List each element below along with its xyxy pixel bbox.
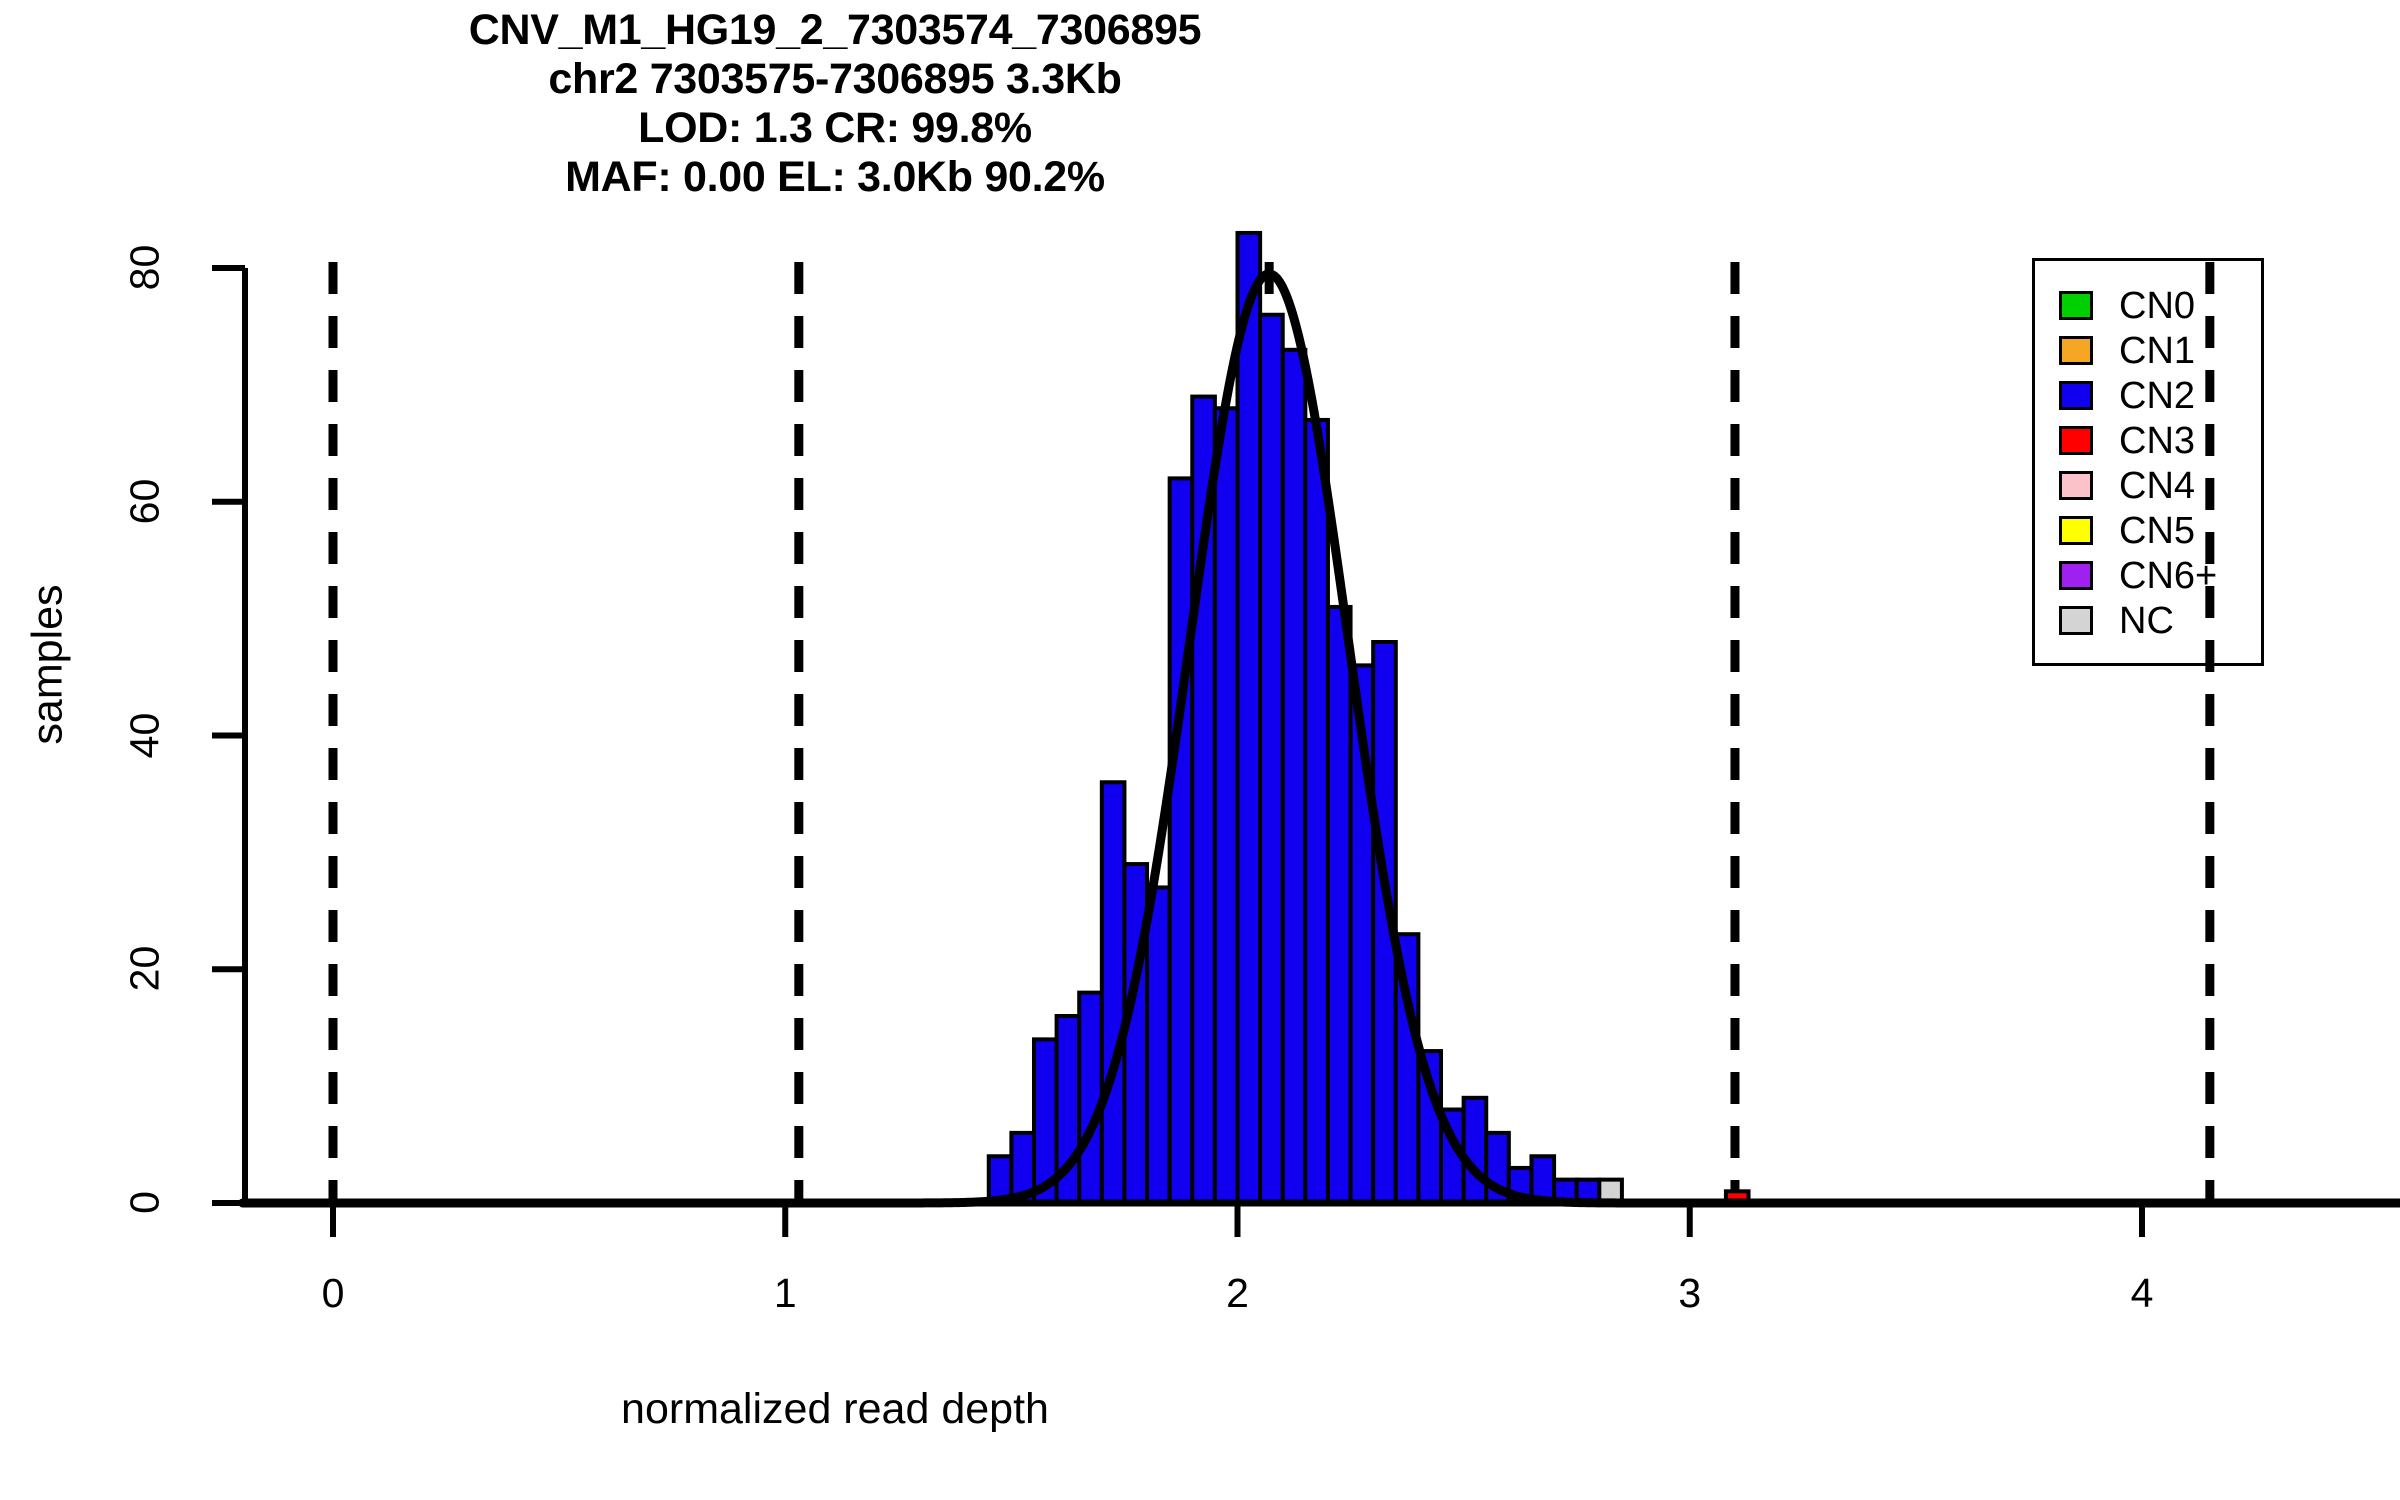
y-tick-label-0: 0 [121,1191,168,1214]
legend-swatch-icon [2059,426,2093,455]
legend-item-NC[interactable]: NC [2035,598,2261,643]
axes-group [212,265,2395,1237]
legend-label: NC [2119,599,2174,642]
y-tick-label-40: 40 [121,712,168,758]
x-tick-label-2: 2 [1226,1270,1249,1316]
histogram-bar [1235,230,1263,1205]
histogram-bar [1212,406,1240,1205]
title-line-2: chr2 7303575-7306895 3.3Kb [548,55,1122,103]
x-tick-label-4: 4 [2130,1270,2154,1316]
legend-label: CN4 [2119,464,2196,507]
legend-item-CN5[interactable]: CN5 [2035,508,2261,553]
histogram-bar [1077,990,1104,1205]
title-line-3: LOD: 1.3 CR: 99.8% [638,104,1032,152]
legend-item-CN4[interactable]: CN4 [2035,463,2261,508]
title-line-4: MAF: 0.00 EL: 3.0Kb 90.2% [565,153,1105,201]
y-tick-label-60: 60 [121,478,168,525]
histogram-bar [1167,476,1195,1205]
legend-label: CN2 [2119,374,2196,417]
legend-swatch-icon [2059,471,2093,500]
legend-swatch-icon [2059,561,2093,590]
legend-swatch-icon [2059,381,2093,410]
x-tick-label-3: 3 [1678,1270,1702,1316]
legend-item-CN0[interactable]: CN0 [2035,283,2261,328]
legend-swatch-icon [2059,291,2093,320]
legend-item-CN3[interactable]: CN3 [2035,418,2261,463]
title-line-1: CNV_M1_HG19_2_7303574_7306895 [468,6,1202,54]
legend-label: CN6+ [2119,554,2218,597]
histogram-bar [1258,312,1285,1205]
histogram-bar [1461,1095,1489,1205]
legend-swatch-icon [2059,336,2093,365]
x-tick-label-0: 0 [321,1270,345,1316]
x-axis-title: normalized read depth [621,1385,1049,1433]
legend-item-CN2[interactable]: CN2 [2035,373,2261,418]
histogram-bars-group [986,230,1751,1205]
legend-item-CN6plus[interactable]: CN6+ [2035,553,2261,598]
histogram-bar [1325,604,1353,1205]
legend-label: CN5 [2119,509,2196,552]
x-tick-label-1: 1 [773,1270,797,1316]
y-tick-label-20: 20 [121,945,168,992]
legend-label: CN3 [2119,419,2196,462]
legend: CN0 CN1 CN2 CN3 CN4 CN5 CN6+ NC [2032,258,2264,666]
histogram-bar [1099,780,1127,1205]
y-tick-label-80: 80 [121,244,168,291]
histogram-bar [1145,885,1172,1205]
page-title: CNV_M1_HG19_2_7303574_7306895 chr2 73035… [0,6,1670,202]
histogram-bar [1280,347,1308,1205]
legend-swatch-icon [2059,516,2093,545]
y-axis-title: samples [23,584,72,745]
legend-swatch-icon [2059,606,2093,635]
histogram-bar [1303,417,1330,1205]
legend-item-CN1[interactable]: CN1 [2035,328,2261,373]
legend-label: CN0 [2119,284,2196,327]
legend-label: CN1 [2119,329,2196,372]
